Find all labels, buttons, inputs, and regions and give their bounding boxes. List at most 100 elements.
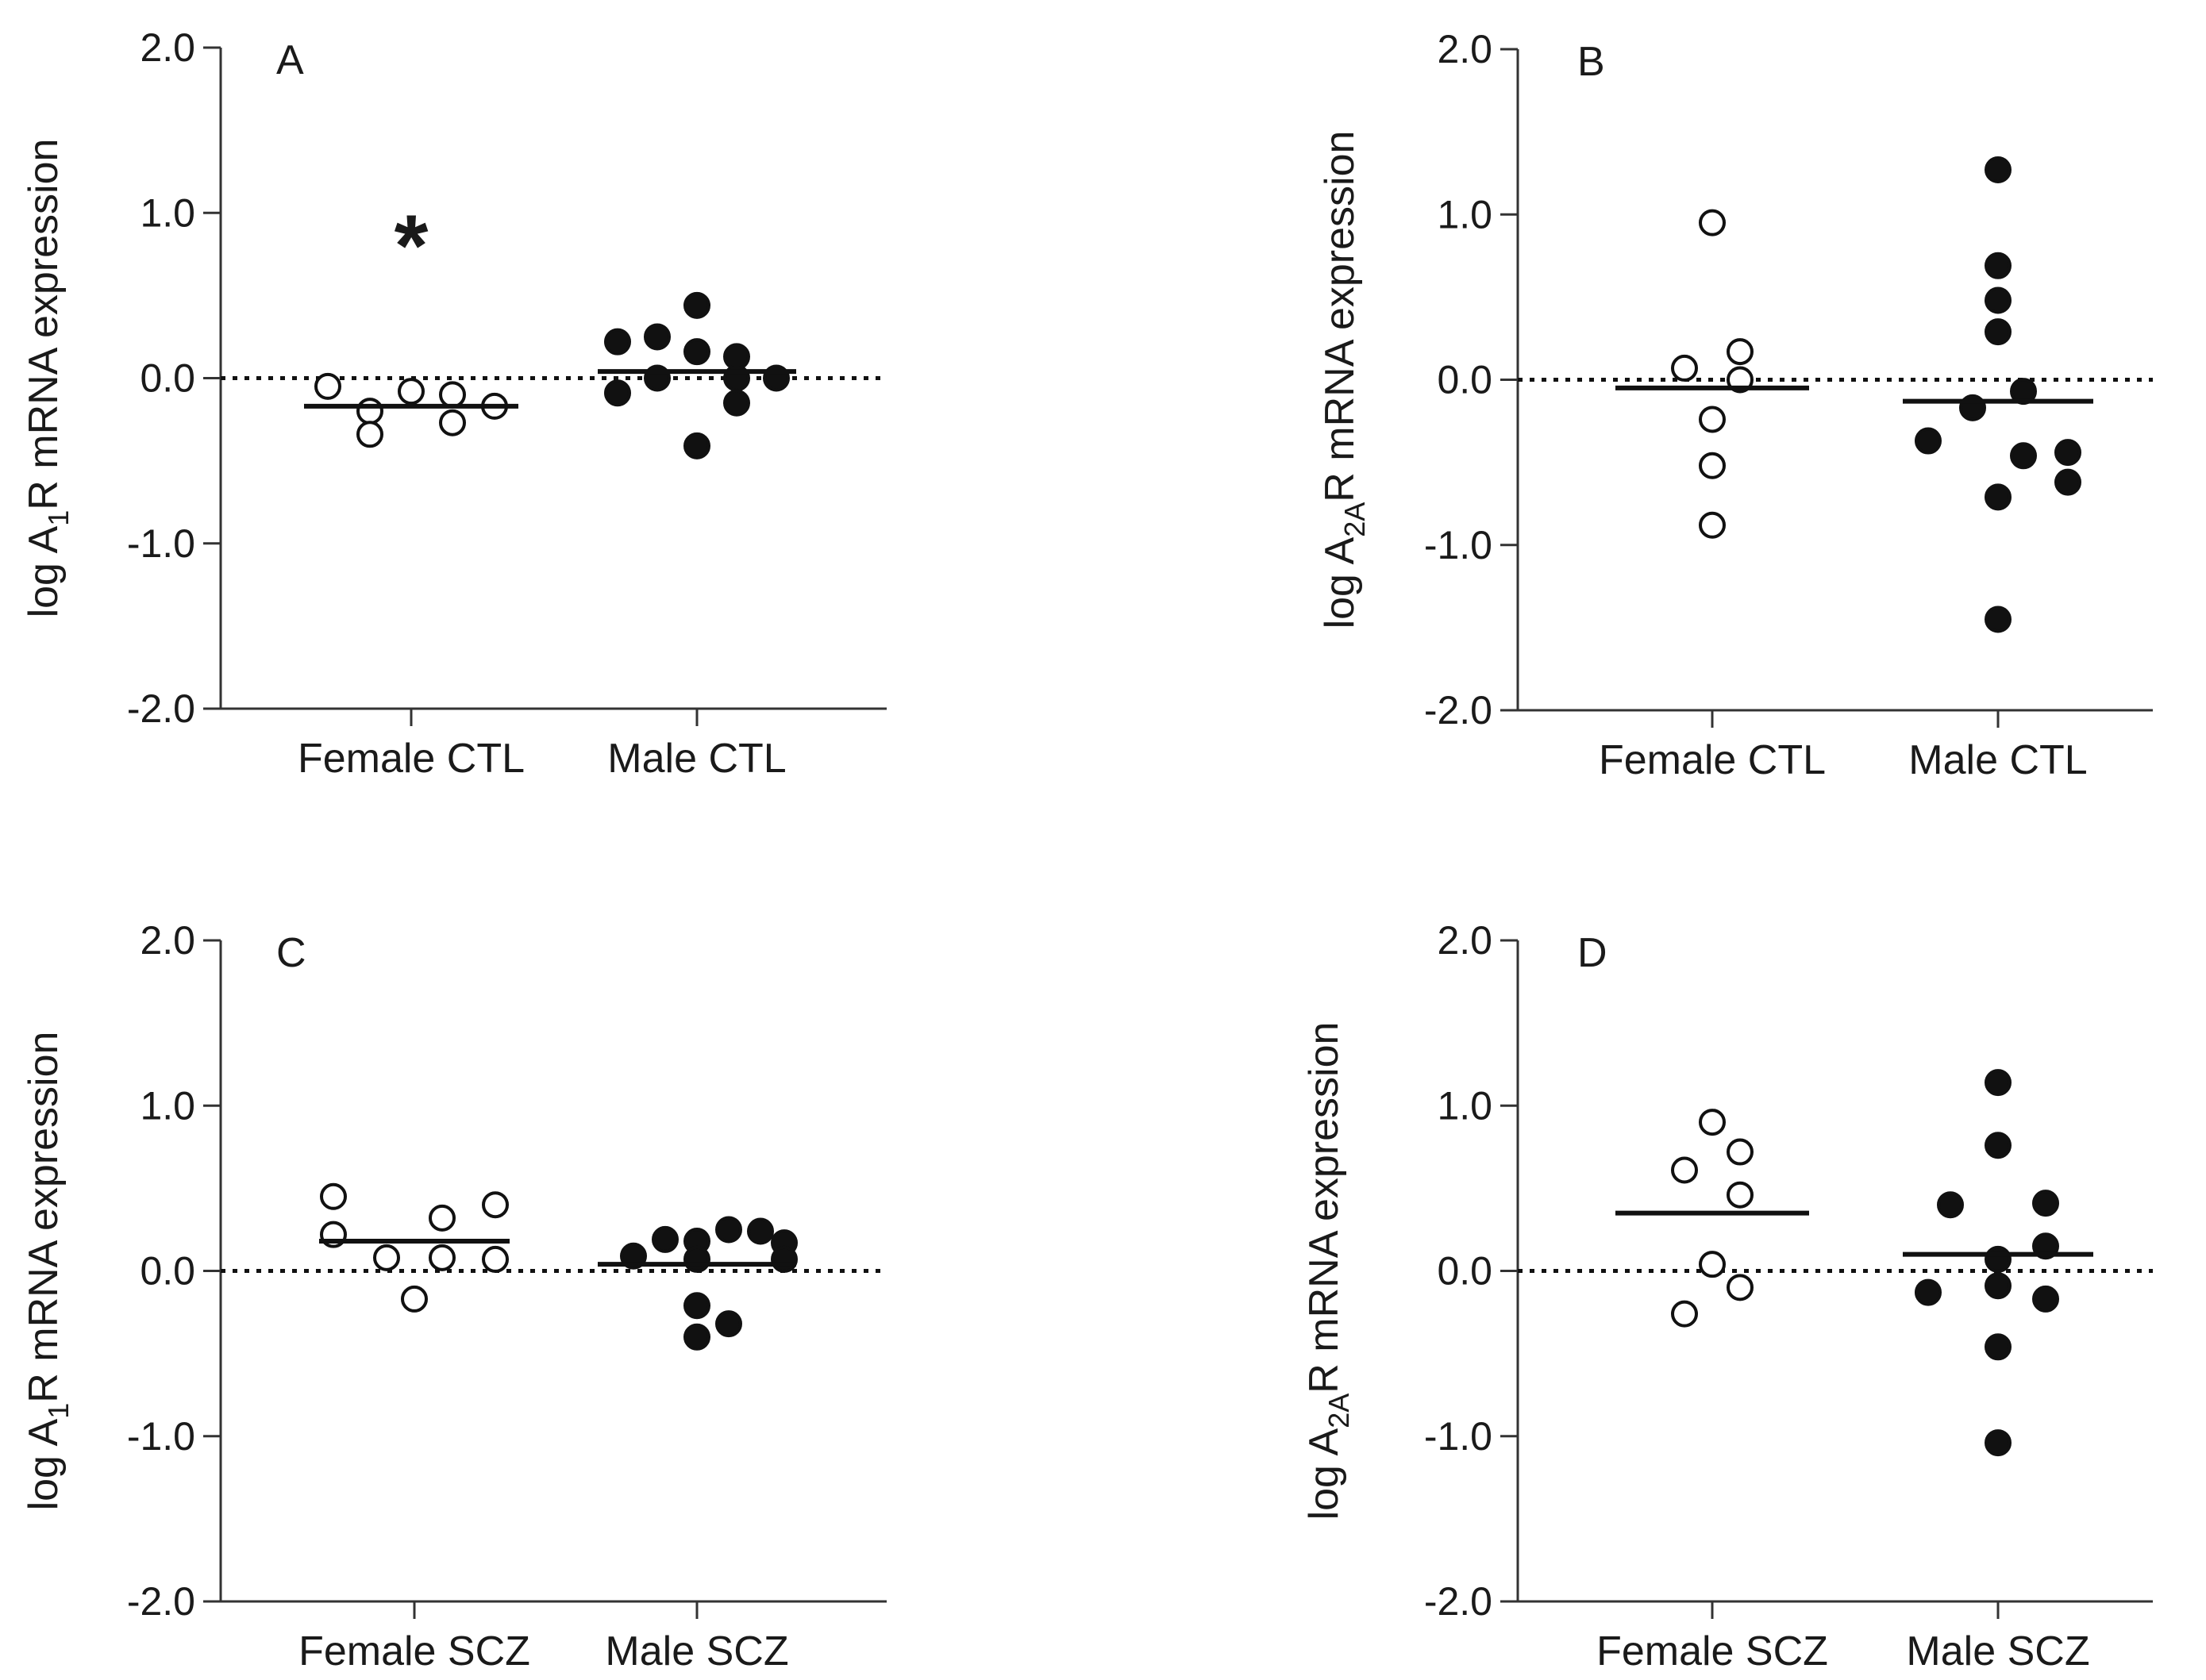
data-point-filled	[1985, 1132, 2012, 1159]
y-axis-title-main: log A	[21, 525, 67, 617]
y-tick-label: 0.0	[140, 356, 195, 401]
x-category-label: Female SCZ	[298, 1628, 530, 1674]
y-axis-title: log A1R mRNA expression	[21, 139, 75, 618]
y-tick-label: -1.0	[127, 521, 195, 566]
x-category-label: Male CTL	[1908, 737, 2087, 783]
data-point-filled	[1985, 1272, 2012, 1300]
data-point-filled	[1915, 1278, 1942, 1306]
data-point-open	[1671, 354, 1698, 382]
data-point-open	[429, 1204, 456, 1232]
y-axis-title-subscript: 2A	[1322, 1394, 1355, 1428]
data-point-filled	[1985, 1333, 2012, 1361]
y-axis-title-subscript: 2A	[1338, 502, 1371, 537]
y-axis-title: log A2AR mRNA expression	[1317, 131, 1371, 629]
y-tick-label: 1.0	[1437, 1083, 1492, 1128]
data-point-open	[1727, 338, 1754, 366]
y-axis-title-main: log A	[1317, 536, 1363, 629]
data-point-open	[373, 1244, 400, 1271]
y-tick-label: -1.0	[1424, 523, 1492, 567]
data-point-filled	[2054, 439, 2081, 467]
y-tick-label: -2.0	[1424, 688, 1492, 732]
y-tick-label: -2.0	[127, 686, 195, 731]
data-point-open	[429, 1244, 456, 1271]
panel-a: 2.0 1.0 0.0 -1.0 -2.0 Female CTL Male CTL A * log…	[21, 25, 887, 782]
y-tick-label: 2.0	[140, 918, 195, 963]
data-point-filled	[1915, 427, 1942, 455]
data-point-open	[1699, 406, 1726, 433]
data-point-open	[1727, 1138, 1754, 1166]
data-point-open	[1727, 1274, 1754, 1301]
y-tick-label: 1.0	[1437, 192, 1492, 236]
data-point-open	[1671, 1300, 1698, 1328]
y-tick-label: 2.0	[1437, 27, 1492, 71]
data-point-filled	[604, 328, 631, 356]
data-point-filled	[1985, 483, 2012, 511]
y-tick-label: 1.0	[140, 1083, 195, 1128]
data-point-filled	[723, 343, 750, 371]
y-tick-label: 0.0	[1437, 1249, 1492, 1294]
data-point-filled	[771, 1245, 798, 1273]
data-point-open	[1727, 1181, 1754, 1209]
data-point-open	[439, 409, 466, 436]
data-point-filled	[2032, 1190, 2059, 1217]
data-point-filled	[1937, 1191, 1964, 1219]
data-point-filled	[1985, 1245, 2012, 1273]
y-tick-label: 2.0	[1437, 918, 1492, 963]
y-tick-label: -2.0	[1424, 1579, 1492, 1624]
data-point-filled	[1985, 318, 2012, 346]
data-point-filled	[683, 338, 710, 366]
x-category-label: Male SCZ	[1906, 1628, 2089, 1674]
y-tick-label: -1.0	[1424, 1414, 1492, 1459]
y-tick-label: 0.0	[140, 1249, 195, 1294]
x-category-label: Male CTL	[607, 736, 786, 782]
panel-c: 2.0 1.0 0.0 -1.0 -2.0 Female SCZ Male SCZ Clog …	[21, 918, 887, 1674]
y-axis-title-rest: R mRNA expression	[1317, 131, 1363, 502]
data-point-open	[1699, 452, 1726, 479]
y-axis-title-subscript: 1	[42, 1403, 75, 1419]
data-point-filled	[2010, 442, 2037, 470]
data-point-open	[1699, 511, 1726, 539]
y-tick-label: -2.0	[127, 1579, 195, 1624]
data-point-filled	[683, 1245, 710, 1273]
data-point-open	[482, 1245, 509, 1273]
data-point-filled	[604, 379, 631, 407]
data-point-open	[1699, 1251, 1726, 1278]
data-point-open	[1671, 1156, 1698, 1184]
data-point-filled	[1985, 1069, 2012, 1097]
y-axis-title-rest: R mRNA expression	[1301, 1022, 1347, 1394]
data-point-open	[320, 1182, 347, 1210]
data-point-filled	[715, 1310, 742, 1338]
significance-asterisk: *	[395, 197, 429, 294]
panel-d: 2.0 1.0 0.0 -1.0 -2.0 Female SCZ Male SCZ Dlog …	[1301, 918, 2153, 1674]
y-axis-title-subscript: 1	[42, 510, 75, 526]
panel-letter: C	[276, 930, 306, 976]
data-point-filled	[683, 1323, 710, 1351]
data-point-open	[482, 1191, 509, 1219]
x-category-label: Female SCZ	[1596, 1628, 1828, 1674]
data-point-filled	[747, 1217, 774, 1245]
panel-letter: D	[1577, 930, 1607, 976]
panel-letter: A	[276, 37, 304, 83]
x-category-label: Male SCZ	[605, 1628, 788, 1674]
data-point-filled	[2054, 468, 2081, 496]
data-point-open	[356, 421, 383, 448]
y-tick-label: -1.0	[127, 1414, 195, 1459]
panel-b: 2.0 1.0 0.0 -1.0 -2.0 Female CTL Male CTL Blog …	[1317, 27, 2153, 783]
panel-letter: B	[1577, 39, 1605, 85]
data-point-filled	[652, 1225, 679, 1253]
data-point-open	[356, 398, 383, 425]
data-point-filled	[1985, 156, 2012, 184]
data-point-filled	[1985, 605, 2012, 633]
y-axis-title-rest: R mRNA expression	[21, 139, 67, 510]
data-point-filled	[715, 1216, 742, 1244]
y-axis-title: log A2AR mRNA expression	[1301, 1022, 1355, 1520]
y-tick-label: 2.0	[140, 25, 195, 70]
data-point-filled	[644, 323, 671, 351]
y-axis-title-rest: R mRNA expression	[21, 1032, 67, 1403]
y-axis-title-main: log A	[1301, 1428, 1347, 1520]
x-category-label: Female CTL	[298, 736, 525, 782]
data-point-filled	[683, 432, 710, 459]
data-point-open	[1699, 1109, 1726, 1136]
data-point-open	[314, 372, 341, 400]
